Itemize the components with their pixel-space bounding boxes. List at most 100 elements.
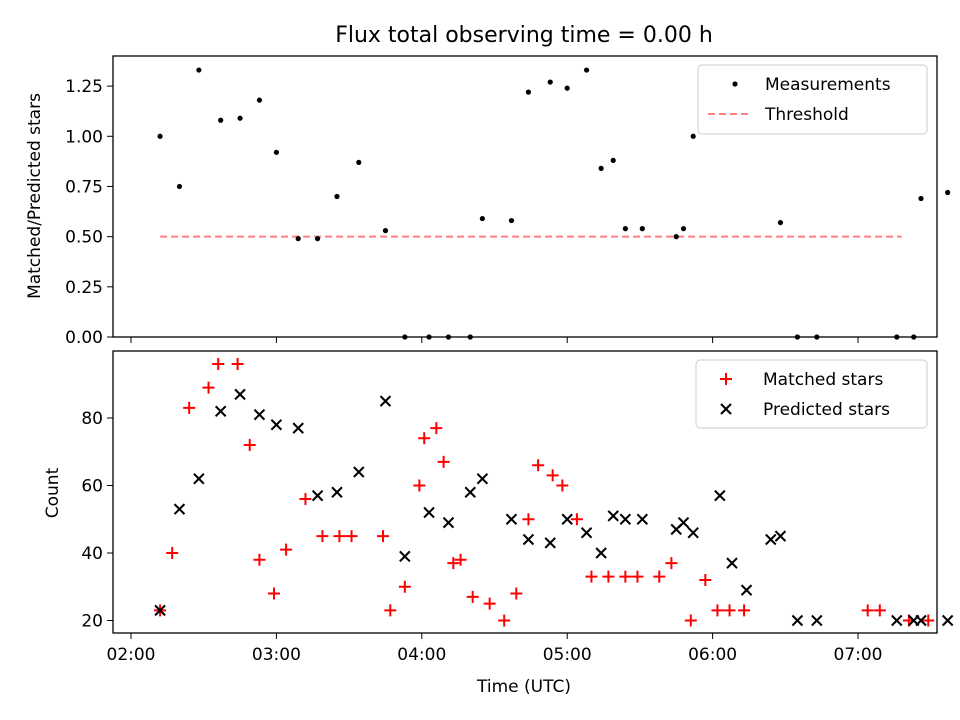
predicted-star-stroke-b	[811, 614, 823, 627]
predicted-star-stroke-b	[636, 513, 649, 525]
legend-measurements-marker	[732, 81, 738, 87]
matched-star-point	[711, 604, 724, 617]
measurement-point	[525, 89, 532, 95]
predicted-star-stroke-b	[522, 533, 535, 546]
top-panel-title: Flux total observing time = 0.00 h	[335, 23, 713, 48]
predicted-star-point	[522, 533, 535, 546]
legend-measurements-label: Measurements	[765, 75, 891, 95]
measurement-point	[673, 234, 679, 240]
predicted-star-point	[270, 419, 283, 431]
matched-star-point	[570, 513, 583, 526]
predicted-star-stroke-b	[193, 473, 205, 485]
matched-star-point	[166, 547, 179, 559]
bottom-ytick-label: 80	[81, 409, 103, 429]
bottom-xtick-label: 07:00	[834, 645, 883, 665]
matched-star-point	[922, 614, 935, 627]
matched-star-point	[684, 614, 697, 627]
measurement-point	[690, 133, 696, 139]
top-panel-frame	[112, 55, 938, 338]
predicted-star-point	[765, 533, 777, 546]
measurement-point	[273, 149, 279, 155]
predicted-star-stroke-b	[464, 486, 476, 498]
matched-star-point	[299, 493, 312, 505]
bottom-legend-box	[695, 359, 928, 429]
matched-star-point	[522, 513, 535, 526]
measurement-point	[479, 215, 485, 222]
measurement-point	[237, 115, 243, 121]
matched-star-point	[738, 604, 751, 617]
matched-star-point	[418, 432, 431, 445]
top-plot-area: 0.00 0.25 0.50 0.75 1.00 1.25	[65, 67, 951, 348]
top-ytick-label: 0.25	[65, 278, 103, 298]
predicted-star-stroke-b	[399, 550, 411, 563]
bottom-xtick-label: 06:00	[688, 645, 737, 665]
measurement-point	[639, 226, 645, 232]
top-ytick-label: 1.00	[65, 127, 103, 147]
matched-star-point	[384, 604, 397, 617]
predicted-star-stroke-b	[270, 419, 283, 431]
predicted-star-stroke-b	[544, 537, 556, 549]
predicted-star-point	[399, 550, 411, 563]
predicted-star-point	[811, 614, 823, 627]
bottom-panel-frame	[112, 350, 938, 634]
bottom-panel-ylabel: Count	[43, 467, 63, 518]
matched-star-point	[253, 553, 266, 566]
matched-star-point	[699, 574, 712, 586]
measurement-point	[945, 189, 951, 196]
matched-star-point	[861, 604, 874, 617]
predicted-star-point	[173, 503, 186, 515]
predicted-star-stroke-b	[619, 513, 632, 525]
top-legend-box	[697, 64, 928, 135]
bottom-ytick-label: 20	[81, 612, 103, 632]
measurement-point	[564, 85, 570, 91]
predicted-star-stroke-b	[774, 530, 787, 542]
predicted-star-point	[292, 422, 304, 434]
matched-star-point	[556, 479, 569, 492]
predicted-star-stroke-b	[740, 584, 753, 596]
predicted-star-stroke-b	[353, 466, 365, 478]
bottom-plot-area: 20 40 60 80 02:00 03:00 04:00 05:00 06:00 07:00	[81, 358, 954, 665]
predicted-star-stroke-b	[253, 408, 266, 421]
matched-star-point	[430, 422, 443, 435]
predicted-star-point	[619, 513, 632, 525]
predicted-star-point	[464, 486, 476, 498]
predicted-star-stroke-b	[234, 388, 246, 401]
bottom-panel-xlabel: Time (UTC)	[476, 677, 571, 697]
bottom-xtick-label: 04:00	[397, 645, 446, 665]
legend-matched-marker	[720, 373, 732, 385]
predicted-star-stroke-b	[891, 614, 903, 627]
matched-star-point	[653, 570, 666, 583]
predicted-star-stroke-b	[423, 506, 435, 519]
predicted-star-point	[193, 473, 205, 485]
predicted-star-stroke-b	[791, 614, 804, 627]
predicted-star-point	[941, 614, 954, 627]
measurement-point	[622, 226, 628, 232]
bottom-legend: Matched stars Predicted stars	[695, 359, 928, 429]
predicted-star-stroke-b	[607, 510, 619, 522]
matched-star-point	[454, 553, 467, 566]
matched-star-point	[231, 358, 244, 370]
predicted-star-point	[891, 614, 903, 627]
measurement-point	[314, 236, 321, 242]
predicted-star-point	[726, 557, 738, 569]
measurement-point	[176, 183, 183, 190]
predicted-star-stroke-b	[292, 422, 304, 434]
matched-star-point	[377, 530, 390, 543]
matched-star-point	[532, 459, 545, 472]
predicted-star-point	[379, 395, 392, 407]
predicted-star-stroke-b	[580, 527, 593, 539]
predicted-star-stroke-b	[214, 405, 227, 417]
matched-star-point	[665, 557, 678, 570]
matched-star-point	[619, 570, 632, 583]
measurement-point	[256, 97, 263, 103]
predicted-star-stroke-b	[442, 516, 455, 529]
matched-star-point	[546, 469, 559, 482]
matched-star-point	[212, 358, 225, 370]
bottom-ytick-label: 60	[81, 477, 103, 497]
matched-star-point	[202, 381, 215, 394]
predicted-star-point	[253, 408, 266, 421]
predicted-star-stroke-b	[561, 513, 573, 525]
matched-star-point	[333, 530, 346, 543]
measurement-point	[547, 79, 553, 85]
